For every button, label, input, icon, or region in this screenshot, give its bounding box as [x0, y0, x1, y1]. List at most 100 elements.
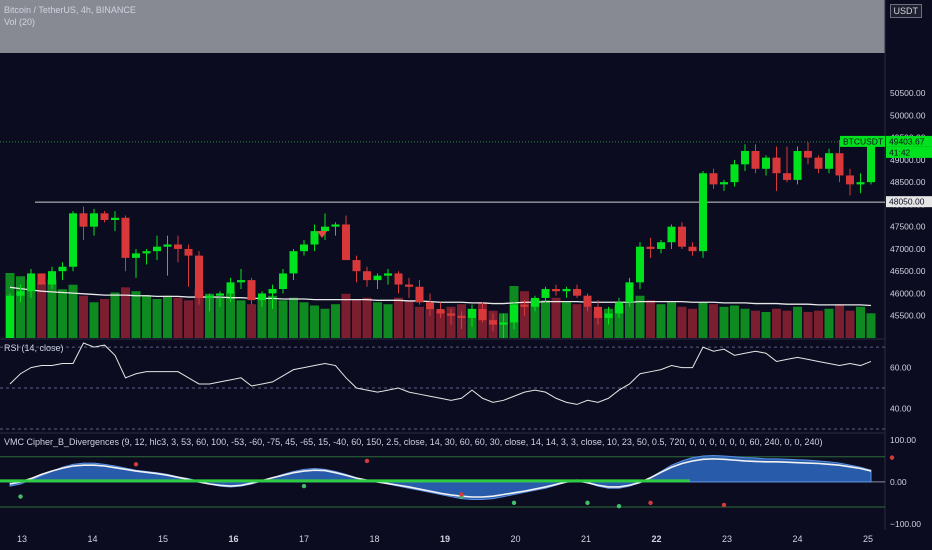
candle-body [268, 289, 277, 294]
volume-bar [394, 297, 403, 338]
time-tick-label: 23 [722, 534, 732, 544]
volume-bar [667, 302, 676, 338]
time-tick-label: 17 [299, 534, 309, 544]
volume-bar [383, 304, 393, 338]
candle-body [300, 244, 308, 252]
time-tick-label: 13 [17, 534, 27, 544]
candle-body [163, 244, 172, 247]
candle-body [384, 273, 392, 276]
candle-body [762, 157, 770, 169]
last-price-label: 49403.67 [889, 136, 925, 146]
currency-button[interactable]: USDT [889, 4, 922, 18]
time-tick-label: 20 [510, 534, 520, 544]
candle-body [69, 213, 77, 267]
candle-body [394, 273, 403, 285]
vmc-tick-label: −100.00 [890, 519, 921, 529]
candle-body [363, 271, 371, 281]
volume-bar [100, 299, 109, 338]
candle-body [373, 275, 382, 281]
candle-body [783, 173, 791, 180]
volume-bar [572, 304, 582, 338]
vmc-title: VMC Cipher_B_Divergences (9, 12, hlc3, 3… [4, 437, 823, 447]
vmc-sell-dot [133, 462, 139, 467]
candle-body [468, 309, 476, 318]
volume-bar [257, 297, 267, 338]
candle-body [478, 309, 487, 321]
vmc-wave1-area [9, 455, 872, 501]
time-tick-label: 22 [651, 534, 661, 544]
candle-body [856, 182, 865, 185]
vmc-tick-label: 0.00 [890, 477, 907, 487]
volume-bar [425, 308, 435, 338]
volume-bar [37, 282, 46, 338]
candle-body [447, 313, 455, 316]
rsi-title: RSI (14, close) [4, 343, 64, 353]
symbol-title: Bitcoin / TetherUS, 4h, BINANCE [4, 5, 136, 15]
candle-body [741, 150, 749, 165]
candle-body [825, 153, 833, 169]
volume-bar [583, 306, 592, 338]
candle-body [657, 242, 665, 249]
volume-bar [635, 295, 645, 338]
symbol-tag: BTCUSDT [843, 136, 883, 146]
time-tick-label: 25 [863, 534, 873, 544]
volume-bar [866, 313, 876, 338]
volume-bar [331, 304, 340, 338]
candle-body [237, 280, 245, 283]
candle-body [678, 226, 686, 247]
candle-body [100, 213, 109, 220]
volume-bar [751, 310, 760, 338]
countdown-label: 41:42 [889, 147, 911, 157]
candle-body [153, 246, 161, 252]
volume-bar [373, 302, 382, 338]
candle-body [258, 293, 266, 301]
candle-body [216, 293, 224, 296]
candle-body [699, 173, 707, 252]
candle-body [58, 266, 67, 272]
volume-ma-line [9, 286, 872, 307]
volume-bar [782, 310, 792, 338]
level-price-label: 48050.00 [889, 197, 925, 207]
volume-bar [352, 299, 361, 338]
volume-bar [404, 300, 414, 338]
price-tick-label: 46500.00 [890, 266, 926, 276]
volume-bar [740, 308, 750, 338]
time-tick-label: 21 [581, 534, 591, 544]
vmc-buy-dot [585, 500, 590, 506]
candle-body [247, 280, 256, 301]
volume-bar [299, 302, 309, 338]
candle-body [184, 248, 193, 256]
volume-bar [152, 299, 162, 338]
candle-body [16, 291, 25, 296]
volume-bar [845, 310, 855, 338]
volume-bar [16, 276, 25, 338]
volume-bar [68, 284, 78, 338]
candle-body [562, 289, 571, 292]
volume-bar [646, 300, 655, 338]
candle-body [279, 273, 287, 290]
volume-bar [656, 304, 666, 338]
candle-body [552, 289, 560, 292]
volume-bar [289, 297, 298, 338]
volume-bar [814, 310, 823, 338]
time-tick-label: 24 [792, 534, 802, 544]
candle-body [730, 164, 739, 183]
time-tick-label: 19 [440, 534, 450, 544]
volume-bar [761, 312, 771, 338]
candle-body [835, 153, 844, 176]
volume-bar [625, 302, 634, 338]
volume-bar [730, 305, 739, 338]
volume-bar [362, 297, 372, 338]
candle-body [499, 322, 508, 325]
candle-body [604, 313, 613, 318]
candle-body [121, 217, 130, 258]
vmc-sell-dot [459, 492, 464, 497]
level-price-label-bg [886, 196, 932, 208]
volume-bar [415, 306, 424, 338]
candle-body [625, 282, 634, 303]
candle-body [436, 309, 445, 314]
volume-bar [215, 297, 225, 338]
vmc-buy-dot [18, 494, 23, 499]
candle-body [867, 146, 875, 183]
